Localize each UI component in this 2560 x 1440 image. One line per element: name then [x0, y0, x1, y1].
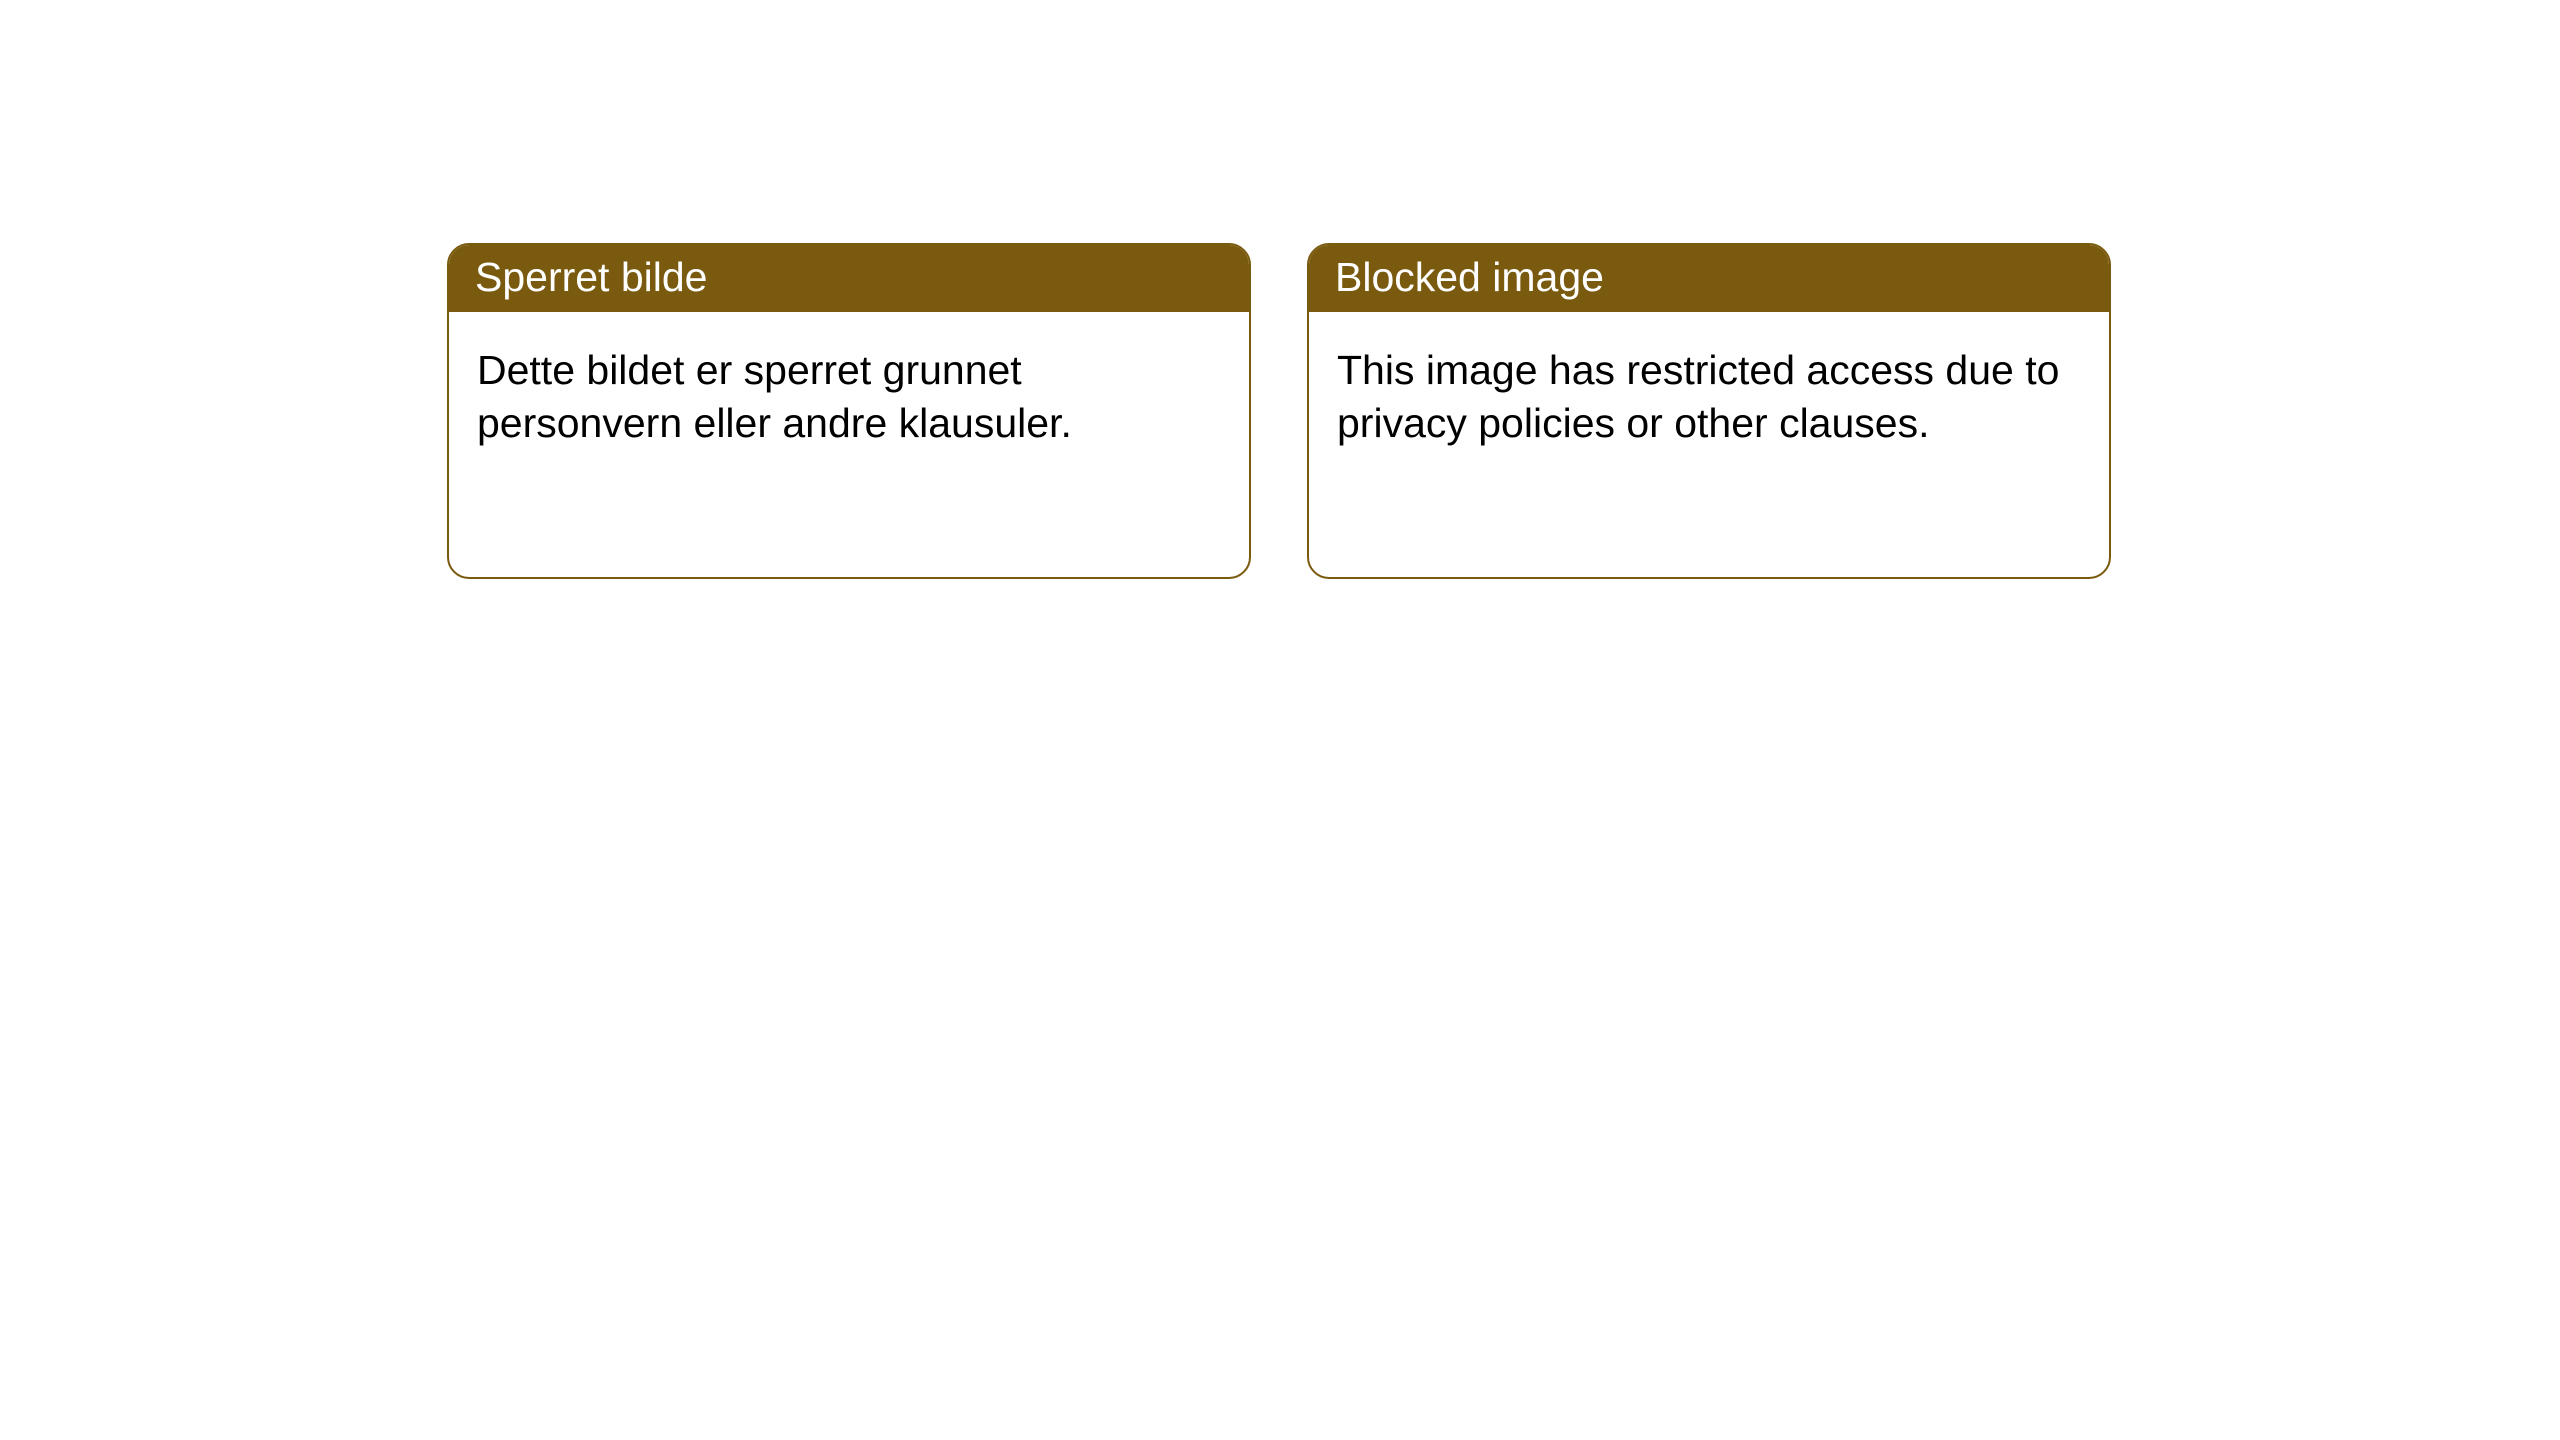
- notice-card-norwegian: Sperret bilde Dette bildet er sperret gr…: [447, 243, 1251, 579]
- notice-body: Dette bildet er sperret grunnet personve…: [449, 312, 1249, 481]
- notice-card-english: Blocked image This image has restricted …: [1307, 243, 2111, 579]
- notice-header: Sperret bilde: [449, 245, 1249, 312]
- notice-container: Sperret bilde Dette bildet er sperret gr…: [0, 0, 2560, 579]
- notice-header: Blocked image: [1309, 245, 2109, 312]
- notice-body: This image has restricted access due to …: [1309, 312, 2109, 481]
